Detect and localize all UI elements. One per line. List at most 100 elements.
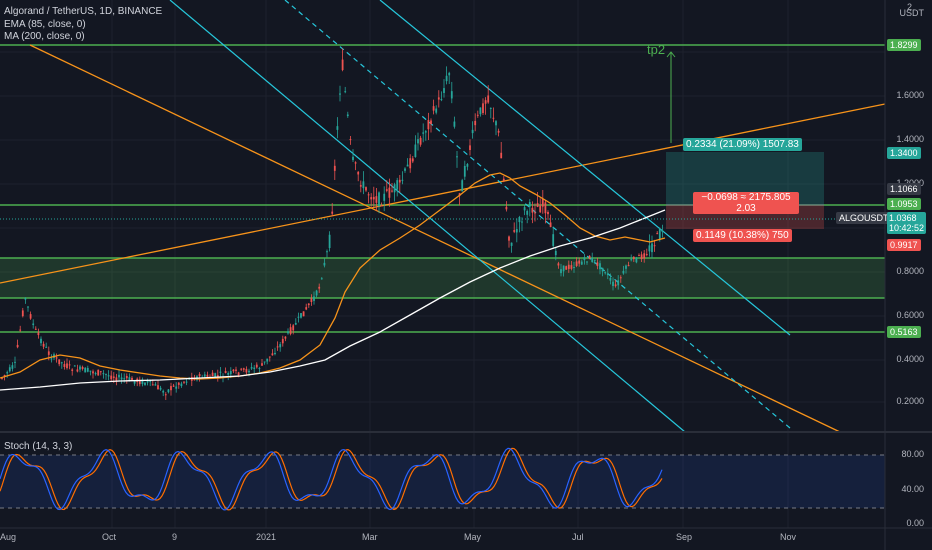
candle-body	[656, 233, 659, 235]
tp2-arrow[interactable]	[666, 51, 676, 143]
stoch-legend[interactable]: Stoch (14, 3, 3)	[4, 441, 73, 452]
candle-body	[466, 164, 469, 167]
risk-reward-line-1: −0.0698 ≈ 2175.805	[701, 192, 791, 203]
level-badge: 1.0953	[887, 198, 921, 210]
candle-body	[216, 375, 219, 377]
candle-body	[476, 114, 479, 116]
trendlines[interactable]	[0, 0, 886, 433]
candle-body	[58, 359, 61, 365]
candle-body	[508, 236, 510, 241]
risk-reward-ratio: 2.03	[736, 203, 756, 214]
candle-body	[414, 144, 417, 157]
candle-body	[255, 364, 258, 368]
symbol-title[interactable]: Algorand / TetherUS, 1D, BINANCE	[4, 6, 163, 17]
candle-body	[274, 352, 276, 355]
candle-body	[16, 344, 19, 348]
chart-legend: Algorand / TetherUS, 1D, BINANCE EMA (85…	[4, 6, 162, 44]
candle-body	[167, 389, 170, 393]
candle-body	[76, 369, 79, 372]
price-axis-top-tick: 2	[906, 2, 912, 12]
candle-body	[604, 272, 607, 274]
candle-body	[502, 178, 505, 181]
candle-body	[362, 181, 365, 189]
candle-body	[302, 311, 305, 317]
candle-body	[398, 179, 401, 183]
candle-body	[248, 370, 250, 373]
candle-body	[635, 257, 638, 263]
price-tick: 0.2000	[896, 396, 924, 406]
candle-body	[289, 327, 292, 335]
candle-body	[367, 194, 370, 196]
candle-body	[422, 132, 425, 134]
candle-body	[448, 72, 451, 76]
candle-body	[461, 180, 464, 192]
currency-label[interactable]: USDT	[899, 8, 925, 18]
candle-body	[593, 259, 596, 261]
candle-body	[541, 198, 544, 207]
candle-body	[606, 273, 609, 276]
candle-body	[125, 375, 128, 379]
bar-countdown: 10:42:52	[889, 223, 925, 233]
candle-body	[471, 129, 474, 134]
candle-body	[583, 257, 586, 261]
time-tick: Sep	[676, 532, 693, 542]
time-tick: May	[464, 532, 482, 542]
last-price: 1.0368	[889, 213, 917, 223]
support-zone[interactable]	[0, 258, 885, 298]
candle-body	[570, 265, 573, 269]
risk-reward-label[interactable]: −0.0698 ≈ 2175.805 2.03	[693, 192, 799, 214]
candle-body	[453, 121, 456, 127]
price-candles	[1, 48, 664, 400]
price-tick: 1.4000	[896, 134, 924, 144]
long-position-tool[interactable]	[666, 152, 824, 229]
candle-body	[435, 108, 438, 113]
profit-label[interactable]: 0.2334 (21.09%) 1507.83	[683, 138, 802, 151]
candle-body	[336, 126, 339, 130]
candle-body	[323, 262, 326, 266]
level-badge: 0.5163	[887, 326, 921, 338]
ma-legend[interactable]: MA (200, close, 0)	[4, 31, 85, 42]
candle-body	[1, 377, 3, 379]
candle-body	[341, 59, 344, 71]
candle-body	[445, 75, 448, 82]
candle-body	[346, 114, 349, 117]
candle-body	[370, 197, 373, 200]
candle-body	[63, 364, 66, 367]
candle-body	[638, 255, 640, 257]
candle-body	[97, 369, 100, 376]
candle-body	[578, 260, 581, 264]
candle-body	[235, 369, 237, 371]
candle-body	[307, 303, 310, 306]
candle-body	[651, 243, 653, 253]
candle-body	[409, 158, 412, 169]
time-tick: Jul	[572, 532, 584, 542]
ema-85-line	[0, 172, 666, 380]
candle-body	[40, 338, 42, 344]
candle-body	[463, 165, 466, 177]
candle-body	[622, 270, 625, 274]
candle-body	[505, 206, 508, 210]
stoch-tick: 80.00	[901, 449, 924, 459]
tp2-label[interactable]: tp2	[647, 42, 666, 57]
candle-body	[123, 378, 126, 380]
candle-body	[536, 203, 539, 207]
candle-body	[310, 298, 313, 302]
candle-body	[518, 217, 521, 223]
candle-body	[19, 329, 22, 331]
ema-legend[interactable]: EMA (85, close, 0)	[4, 18, 86, 30]
candle-body	[552, 234, 555, 246]
candle-body	[549, 222, 552, 228]
candle-body	[586, 261, 588, 263]
candle-body	[120, 377, 123, 380]
candle-body	[146, 380, 149, 383]
candle-body	[55, 357, 58, 359]
candle-body	[266, 358, 269, 362]
candle-body	[180, 383, 183, 387]
candle-body	[24, 298, 27, 300]
candle-body	[232, 369, 235, 372]
candle-body	[492, 117, 495, 119]
loss-label[interactable]: 0.1149 (10.38%) 750	[693, 229, 792, 242]
candle-body	[627, 265, 630, 267]
candle-body	[11, 365, 14, 369]
